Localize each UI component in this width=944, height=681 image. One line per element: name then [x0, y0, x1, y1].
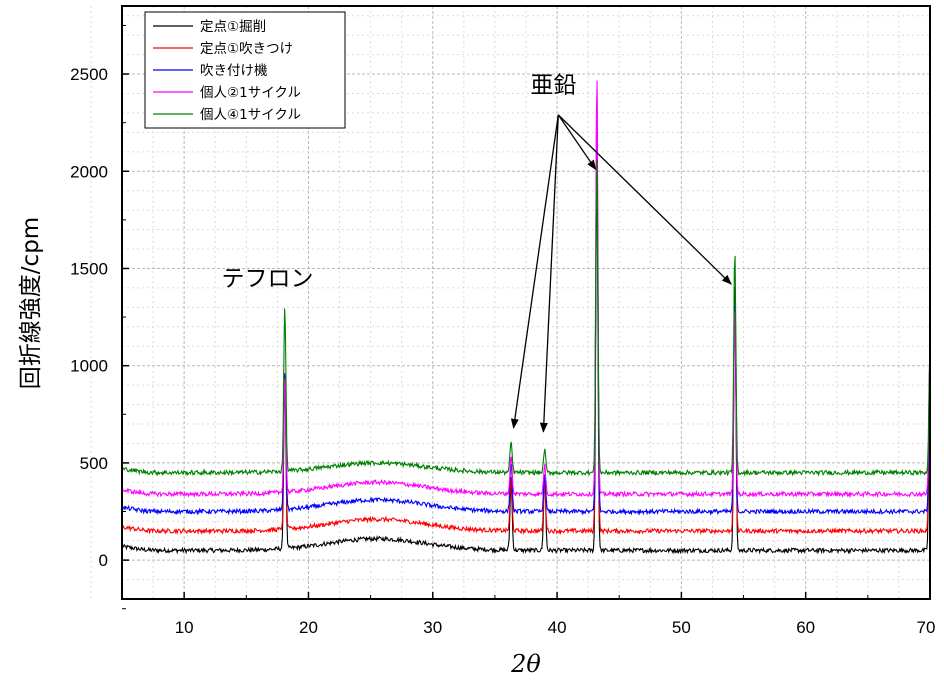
- y-axis-label: 回折線強度/cpm: [18, 217, 44, 389]
- annotation-arrow: [539, 114, 559, 433]
- grid-lines: [90, 6, 930, 599]
- annotation-label-2: 亜鉛: [530, 73, 576, 99]
- x-tick-label: 70: [917, 618, 936, 637]
- x-tick-label: 20: [299, 618, 318, 637]
- annotation-arrow: [510, 114, 559, 429]
- axis-ticks: 10 20 30 40 50 60 70 0 500 1000 1500 2000 2500: [70, 24, 936, 637]
- series-line-4: [122, 80, 930, 499]
- legend-entry-label: 吹き付け機: [200, 63, 268, 79]
- annotation-label-1: テフロン: [221, 266, 313, 292]
- series-line-3: [122, 143, 930, 516]
- annotation-arrow: [557, 114, 597, 171]
- annotation-arrow: [557, 114, 732, 285]
- legend-entry-label: 個人②1サイクル: [200, 85, 301, 101]
- y-tick-label: 1500: [70, 259, 108, 278]
- y-tick-label: 2000: [70, 162, 108, 181]
- series-line-1: [122, 162, 930, 555]
- plot-frame: [121, 5, 931, 600]
- x-axis-label: 2θ: [510, 650, 541, 678]
- x-tick-label: 30: [423, 618, 442, 637]
- y-tick-label: 500: [80, 454, 108, 473]
- x-tick-label: 60: [796, 618, 815, 637]
- x-tick-label: 50: [672, 618, 691, 637]
- y-tick-label: 1000: [70, 357, 108, 376]
- legend-entry-label: 定点①吹きつけ: [200, 41, 293, 57]
- series-group: [122, 80, 930, 555]
- x-tick-label: 10: [175, 618, 194, 637]
- x-tick-label: 40: [548, 618, 567, 637]
- legend-entry-label: 個人④1サイクル: [200, 107, 301, 123]
- y-tick-label: 2500: [70, 65, 108, 84]
- series-line-2: [122, 96, 930, 536]
- y-tick-label: 0: [99, 551, 108, 570]
- legend-entry-label: 定点①掘削: [200, 19, 266, 35]
- series-line-5: [122, 159, 930, 477]
- annotations: テフロン 亜鉛: [221, 73, 732, 433]
